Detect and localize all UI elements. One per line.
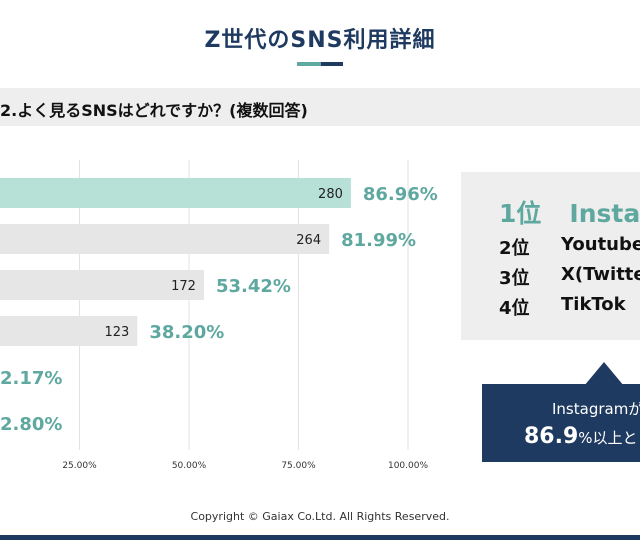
rank-first-label: 1位 xyxy=(499,199,542,228)
title-underline-navy xyxy=(321,62,343,66)
bar-count-label: 172 xyxy=(171,279,196,294)
bar xyxy=(0,316,138,346)
bar-percent-label: 86.96% xyxy=(363,184,438,205)
bar-count-label: 280 xyxy=(318,187,343,202)
bar-chart: 25.00% 50.00% 75.00% 100.00% 280 86.96% 264 81.… xyxy=(0,160,438,471)
callout-pointer xyxy=(584,362,624,386)
question-banner: 2.よく見るSNSはどれですか？(複数回答) xyxy=(0,88,640,126)
x-tick-label: 50.00% xyxy=(172,461,207,471)
rank-first-app: Instag xyxy=(569,199,640,228)
bar-count-label: 123 xyxy=(104,325,129,340)
callout-box: Instagramが 86.9%以上と xyxy=(482,384,640,462)
rank-app: X(Twitte xyxy=(561,264,640,285)
rank-label: 3位 xyxy=(499,268,530,289)
title-underline-teal xyxy=(297,62,321,66)
callout-suffix: %以上と xyxy=(578,429,638,447)
bar-percent-label: 81.99% xyxy=(341,230,416,251)
ranking-box: 1位 Instag 2位 Youtube 3位 X(Twitte 4位 TikTo… xyxy=(461,172,640,340)
rank-app: TikTok xyxy=(561,294,626,315)
callout-value: 86.9 xyxy=(524,424,579,449)
page-title: Z世代のSNS利用詳細 xyxy=(204,28,436,53)
bar xyxy=(0,270,204,300)
title-underline xyxy=(297,62,343,66)
bottom-bar xyxy=(0,535,640,540)
callout-line2: 86.9%以上と xyxy=(524,424,638,449)
bar-percent-label: 38.20% xyxy=(149,322,224,343)
copyright: Copyright © Gaiax Co.Ltd. All Rights Res… xyxy=(190,510,450,523)
bar xyxy=(0,224,330,254)
rank-item: 4位 TikTok xyxy=(499,294,626,320)
rank-app: Youtube xyxy=(561,234,640,255)
bar-percent-label: 2.80% xyxy=(0,414,62,435)
rank-item: 3位 X(Twitte xyxy=(499,264,640,290)
bar-percent-label: 2.17% xyxy=(0,368,62,389)
rank-label: 2位 xyxy=(499,238,530,259)
bar-count-label: 264 xyxy=(296,233,321,248)
rank-item: 2位 Youtube xyxy=(499,234,640,260)
question-text: 2.よく見るSNSはどれですか？(複数回答) xyxy=(0,101,308,120)
bar-percent-label: 53.42% xyxy=(216,276,291,297)
callout-line1: Instagramが xyxy=(552,400,640,418)
x-tick-label: 75.00% xyxy=(281,461,316,471)
x-tick-label: 25.00% xyxy=(62,461,97,471)
bar xyxy=(0,178,351,208)
rank-first: 1位 Instag xyxy=(499,194,640,230)
rank-label: 4位 xyxy=(499,298,530,319)
x-tick-label: 100.00% xyxy=(388,461,428,471)
